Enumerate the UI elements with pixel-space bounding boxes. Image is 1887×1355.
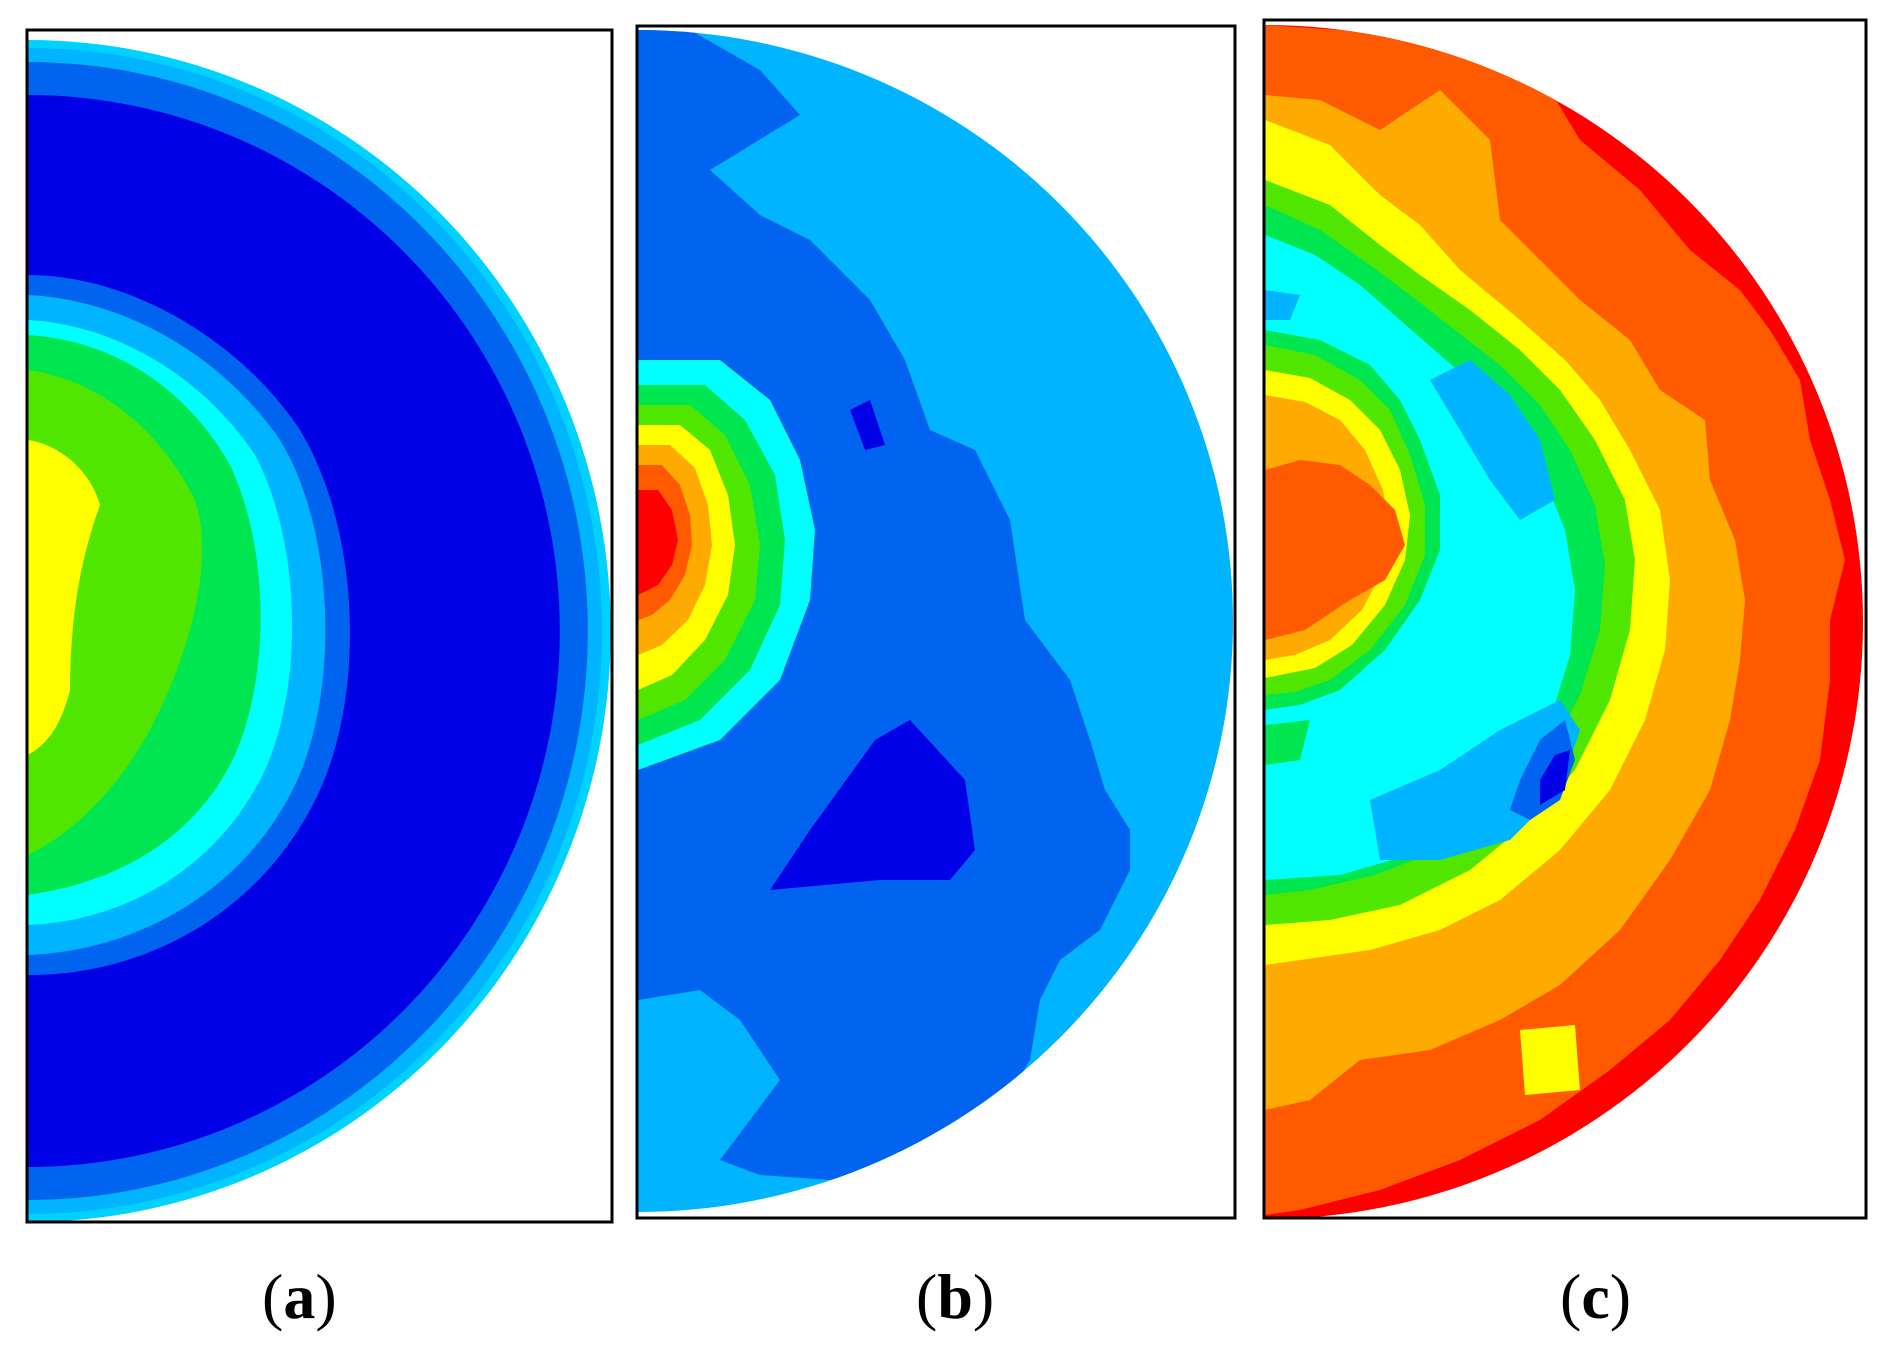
- caption-a: (a): [262, 1265, 337, 1329]
- plot-frame-a: [25, 28, 614, 1224]
- caption-b-label: b: [937, 1261, 973, 1332]
- caption-c-open: (: [1560, 1261, 1582, 1332]
- panel-c: [1262, 18, 1868, 1220]
- caption-a-open: (: [262, 1261, 284, 1332]
- caption-a-label: a: [283, 1261, 316, 1332]
- contour-plot-b: [638, 30, 1233, 1212]
- caption-b: (b): [916, 1265, 994, 1329]
- panel-a: [25, 28, 614, 1224]
- caption-a-close: ): [315, 1261, 337, 1332]
- caption-c-close: ): [1609, 1261, 1632, 1332]
- caption-b-close: ): [972, 1261, 995, 1332]
- plot-frame-b: [635, 24, 1237, 1220]
- caption-b-open: (: [916, 1261, 938, 1332]
- plot-frame-c: [1262, 18, 1868, 1220]
- caption-c: (c): [1560, 1265, 1631, 1329]
- panel-b: [635, 24, 1237, 1220]
- contour-plot-c: [1265, 25, 1863, 1219]
- caption-c-label: c: [1581, 1261, 1610, 1332]
- contour-plot-a: [28, 40, 611, 1222]
